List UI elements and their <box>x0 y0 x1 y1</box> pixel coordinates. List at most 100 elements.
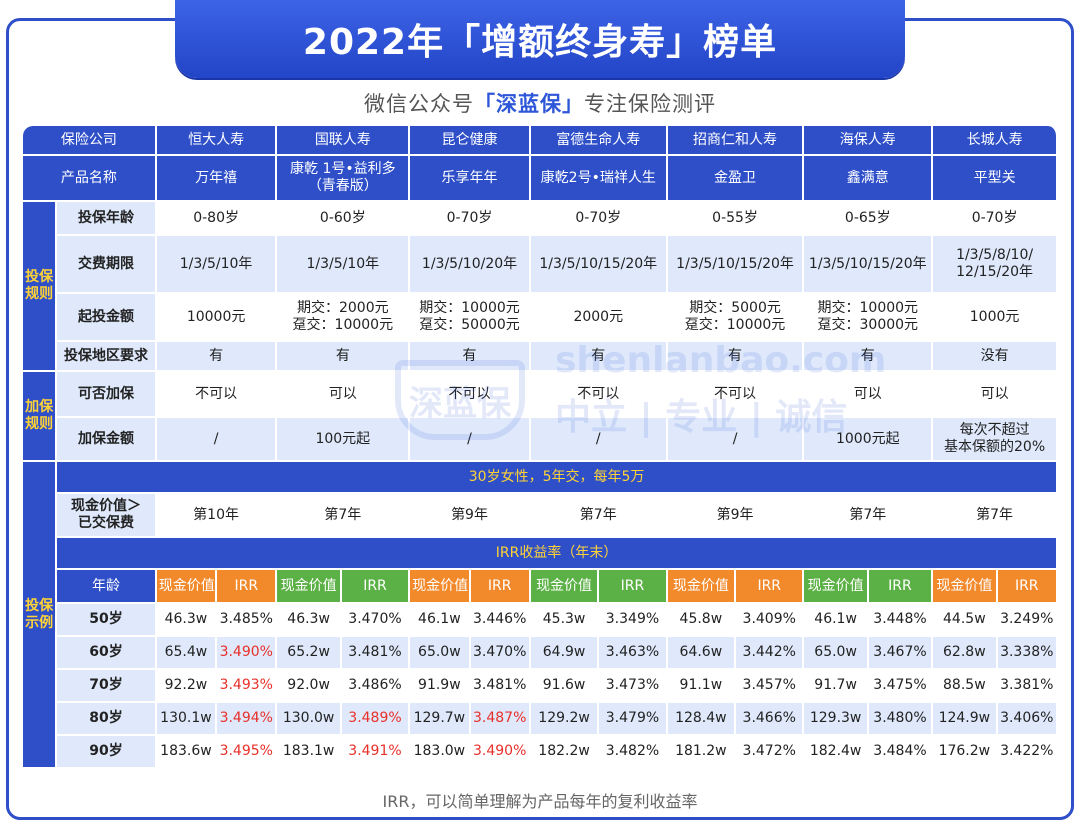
irr-value: 3.466% <box>736 703 805 736</box>
comparison-table: 保险公司 恒大人寿 国联人寿 昆仑健康 富德生命人寿 招商仁和人寿 海保人寿 长城人寿 产品名称… <box>23 126 1058 769</box>
rule-value: 0-65岁 <box>804 202 934 236</box>
section-add-label: 加保 规则 <box>23 372 58 462</box>
cash-value: 183.0w <box>410 736 471 769</box>
rule-value: 期交：10000元 趸交：50000元 <box>410 294 531 342</box>
table-row: 70岁 92.2w 3.493% 92.0w 3.486% 91.9w 3.481% 91.6… <box>23 670 1058 703</box>
irr-value: 3.406% <box>997 703 1058 736</box>
irr-value: 3.493% <box>217 670 278 703</box>
rule-value: 1/3/5/10/15/20年 <box>530 236 668 294</box>
table-row: 保险公司 恒大人寿 国联人寿 昆仑健康 富德生命人寿 招商仁和人寿 海保人寿 长城人寿 <box>23 126 1058 156</box>
add-rule-value: 不可以 <box>156 372 278 418</box>
rule-value: 有 <box>410 342 531 372</box>
irr-value: 3.491% <box>341 736 411 769</box>
cash-value-header: 现金价值 <box>530 570 600 604</box>
age-label: 90岁 <box>57 736 157 769</box>
irr-value: 3.475% <box>868 670 934 703</box>
cash-value: 183.6w <box>156 736 218 769</box>
rule-value: 期交：10000元 趸交：30000元 <box>804 294 934 342</box>
irr-value: 3.473% <box>599 670 668 703</box>
irr-value: 3.485% <box>217 604 278 637</box>
add-rule-value: 1000元起 <box>804 418 934 462</box>
company-name: 招商仁和人寿 <box>667 126 805 156</box>
table-row: 加保金额/100元起 / //1000元起 每次不超过 基本保额的20% <box>23 418 1058 462</box>
cash-value-header: 现金价值 <box>410 570 471 604</box>
table-row: 交费期限 1/3/5/10年 1/3/5/10年 1/3/5/10/20年 1/3/5/… <box>23 236 1058 294</box>
breakeven-year: 第9年 <box>410 494 531 538</box>
cash-value: 91.6w <box>530 670 600 703</box>
irr-value: 3.467% <box>868 637 934 670</box>
company-header-label: 保险公司 <box>23 126 157 156</box>
irr-value: 3.338% <box>997 637 1058 670</box>
cash-value-header: 现金价值 <box>933 570 998 604</box>
rule-value: 有 <box>804 342 934 372</box>
rule-value: 期交：2000元 趸交：10000元 <box>277 294 411 342</box>
cash-value: 183.1w <box>277 736 342 769</box>
add-rule-value: / <box>156 418 278 462</box>
cash-value: 92.0w <box>277 670 342 703</box>
breakeven-year: 第10年 <box>156 494 278 538</box>
subtitle-prefix: 微信公众号 <box>364 92 474 116</box>
table-row: 90岁 183.6w 3.495% 183.1w 3.491% 183.0w 3.490% 1… <box>23 736 1058 769</box>
rule-value: 0-70岁 <box>410 202 531 236</box>
irr-value: 3.486% <box>341 670 411 703</box>
irr-value: 3.472% <box>736 736 805 769</box>
irr-value: 3.457% <box>736 670 805 703</box>
breakeven-year: 第7年 <box>277 494 411 538</box>
irr-value: 3.479% <box>599 703 668 736</box>
add-rule-value: / <box>530 418 668 462</box>
cash-value: 129.7w <box>410 703 471 736</box>
table-row: 80岁 130.1w 3.494% 130.0w 3.489% 129.7w 3.487% 1… <box>23 703 1058 736</box>
table-row: 加保 规则 可否加保 不可以 可以 不可以 不可以 不可以 可以 可以 <box>23 372 1058 462</box>
table-row: 现金价值＞ 已交保费 第10年 第7年 第9年 第7年 第9年 第7年 第7年 <box>23 494 1058 538</box>
rule-value: 有 <box>530 342 668 372</box>
rule-value: 1/3/5/10年 <box>156 236 278 294</box>
irr-header: IRR <box>217 570 278 604</box>
irr-value: 3.381% <box>997 670 1058 703</box>
add-rule-value: 可以 <box>277 372 411 418</box>
cash-value: 46.1w <box>804 604 869 637</box>
irr-value: 3.481% <box>341 637 411 670</box>
irr-value: 3.448% <box>868 604 934 637</box>
rule-value: 0-55岁 <box>667 202 805 236</box>
section-rules-label: 投保 规则 <box>23 202 58 372</box>
example-band: 30岁女性，5年交，每年5万 <box>57 462 1058 494</box>
cash-value: 181.2w <box>667 736 737 769</box>
irr-header: IRR <box>470 570 531 604</box>
age-label: 50岁 <box>57 604 157 637</box>
irr-header: IRR <box>868 570 934 604</box>
rule-value: 2000元 <box>530 294 668 342</box>
row-label: 投保地区要求 <box>57 342 157 372</box>
cash-value: 91.7w <box>804 670 869 703</box>
section-example-label: 投保 示例 <box>23 462 58 769</box>
rule-value: 期交：5000元 趸交：10000元 <box>667 294 805 342</box>
cash-value: 92.2w <box>156 670 218 703</box>
cash-value: 45.3w <box>530 604 600 637</box>
cash-value-header: 现金价值 <box>667 570 737 604</box>
table-row: IRR收益率（年末） <box>23 538 1058 570</box>
cash-value: 45.8w <box>667 604 737 637</box>
cash-value: 65.4w <box>156 637 218 670</box>
irr-value: 3.422% <box>997 736 1058 769</box>
add-rule-value: 100元起 <box>277 418 411 462</box>
rule-value: 0-70岁 <box>530 202 668 236</box>
age-label: 60岁 <box>57 637 157 670</box>
row-label: 可否加保 <box>57 372 157 418</box>
rule-value: 1000元 <box>933 294 1058 342</box>
rule-value: 1/3/5/10/20年 <box>410 236 531 294</box>
rule-value: 1/3/5/10/15/20年 <box>667 236 805 294</box>
cash-value: 124.9w <box>933 703 998 736</box>
irr-value: 3.249% <box>997 604 1058 637</box>
add-rule-value: / <box>410 418 531 462</box>
company-name: 海保人寿 <box>804 126 934 156</box>
cash-value: 65.2w <box>277 637 342 670</box>
company-name: 富德生命人寿 <box>530 126 668 156</box>
irr-value: 3.481% <box>470 670 531 703</box>
table-row: 产品名称 万年禧 康乾 1号•益利多 （青春版） 乐享年年 康乾2号•瑞祥人生 金盈卫 鑫满… <box>23 156 1058 202</box>
cash-value: 176.2w <box>933 736 998 769</box>
cash-value: 64.9w <box>530 637 600 670</box>
irr-value: 3.495% <box>217 736 278 769</box>
subtitle: 微信公众号「深蓝保」专注保险测评 <box>0 88 1080 122</box>
irr-value: 3.484% <box>868 736 934 769</box>
irr-value: 3.480% <box>868 703 934 736</box>
cash-value: 88.5w <box>933 670 998 703</box>
